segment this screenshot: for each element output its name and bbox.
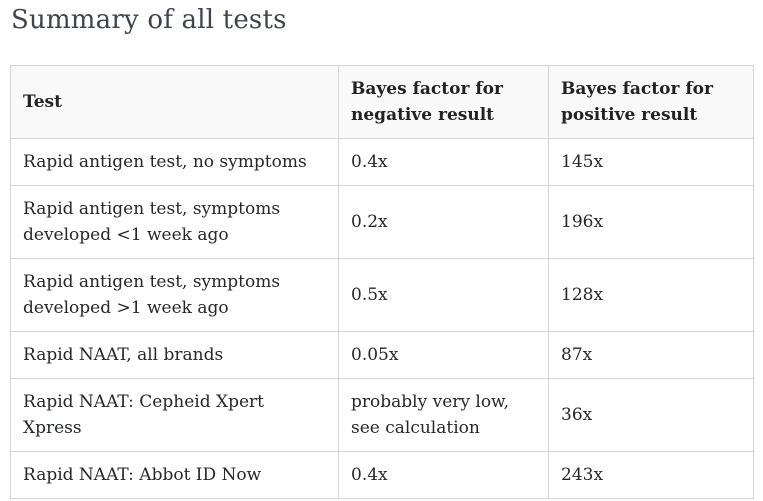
table-row: Rapid NAAT: Abbot ID Now 0.4x 243x — [10, 451, 754, 499]
table-row: Rapid NAAT: Cepheid Xpert Xpress probabl… — [10, 378, 754, 452]
cell-test-name: Rapid antigen test, symptoms developed >… — [10, 258, 339, 332]
table-row: Rapid antigen test, symptoms developed <… — [10, 185, 754, 259]
page-title: Summary of all tests — [11, 5, 287, 35]
cell-bayes-positive: 196x — [548, 185, 754, 259]
cell-bayes-negative: 0.05x — [338, 331, 549, 379]
cell-test-name: Rapid NAAT: Abbot ID Now — [10, 451, 339, 499]
cell-bayes-negative: 0.4x — [338, 451, 549, 499]
cell-bayes-negative: probably very low, see calculation — [338, 378, 549, 452]
table-header-row: Test Bayes factor for negative result Ba… — [10, 65, 754, 139]
cell-test-name: Rapid NAAT, all brands — [10, 331, 339, 379]
cell-bayes-positive: 128x — [548, 258, 754, 332]
cell-bayes-positive: 243x — [548, 451, 754, 499]
cell-bayes-negative: 0.4x — [338, 138, 549, 186]
cell-bayes-negative: 0.2x — [338, 185, 549, 259]
column-header-bayes-negative: Bayes factor for negative result — [338, 65, 549, 139]
table-row: Rapid antigen test, symptoms developed >… — [10, 258, 754, 332]
column-header-bayes-positive: Bayes factor for positive result — [548, 65, 754, 139]
cell-bayes-positive: 36x — [548, 378, 754, 452]
cell-bayes-positive: 87x — [548, 331, 754, 379]
cell-test-name: Rapid antigen test, symptoms developed <… — [10, 185, 339, 259]
cell-test-name: Rapid NAAT: Cepheid Xpert Xpress — [10, 378, 339, 452]
table-row: Rapid NAAT, all brands 0.05x 87x — [10, 331, 754, 379]
summary-table: Test Bayes factor for negative result Ba… — [10, 65, 754, 499]
table-row: Rapid antigen test, no symptoms 0.4x 145… — [10, 138, 754, 186]
cell-bayes-positive: 145x — [548, 138, 754, 186]
column-header-test: Test — [10, 65, 339, 139]
cell-test-name: Rapid antigen test, no symptoms — [10, 138, 339, 186]
cell-bayes-negative: 0.5x — [338, 258, 549, 332]
